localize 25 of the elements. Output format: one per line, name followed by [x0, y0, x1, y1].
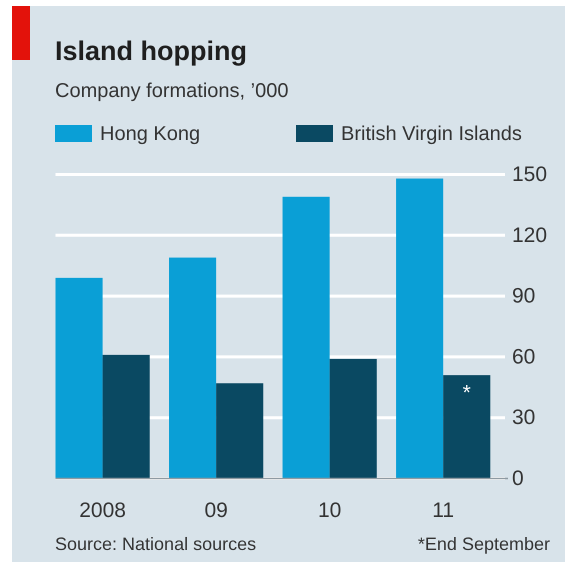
bar — [169, 258, 216, 478]
bar — [56, 278, 103, 478]
source-note: Source: National sources — [55, 534, 256, 554]
x-tick-label: 09 — [204, 499, 228, 522]
bar — [102, 354, 150, 478]
y-tick-label: 90 — [512, 284, 536, 308]
annotation: * — [462, 381, 471, 404]
y-tick-label: 30 — [512, 406, 536, 430]
bar — [216, 383, 264, 478]
y-tick-label: 0 — [512, 467, 524, 490]
chart-title: Island hopping — [55, 36, 247, 66]
y-tick-label: 60 — [512, 345, 536, 368]
bar — [396, 178, 444, 478]
bar — [443, 375, 490, 478]
y-tick-label: 150 — [512, 163, 548, 186]
bar — [282, 196, 330, 478]
x-tick-label: 11 — [432, 499, 454, 522]
legend-label: British Virgin Islands — [341, 123, 522, 145]
text: *End September — [418, 534, 550, 554]
y-tick-label: 120 — [512, 224, 548, 247]
x-tick-label: 2008 — [79, 499, 126, 522]
x-tick-label: 10 — [318, 499, 342, 522]
bar — [330, 358, 377, 478]
legend-label: Hong Kong — [100, 123, 200, 145]
chart-subtitle: Company formations, ’000 — [55, 80, 288, 102]
